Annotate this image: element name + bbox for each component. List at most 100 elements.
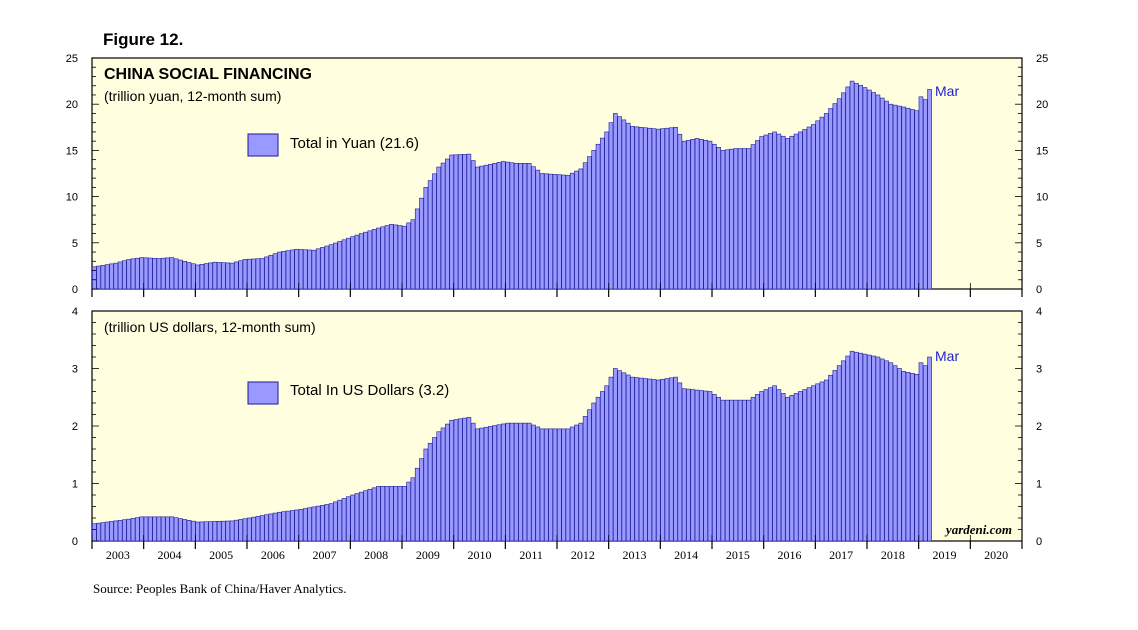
bar — [350, 236, 355, 290]
bar — [350, 494, 355, 542]
bar — [320, 247, 325, 290]
bar — [513, 163, 519, 290]
bar — [277, 511, 282, 542]
y-tick-label: 0 — [72, 536, 78, 548]
bar — [656, 128, 661, 290]
bar — [578, 168, 584, 290]
x-tick-label: 2014 — [674, 548, 698, 562]
bar — [311, 506, 317, 542]
bar — [548, 428, 554, 542]
bar — [488, 163, 493, 290]
bar — [643, 378, 648, 542]
bar — [203, 521, 209, 542]
y-tick-label: 3 — [1036, 364, 1042, 376]
bar — [259, 258, 265, 290]
bar — [922, 99, 928, 290]
bar — [892, 104, 898, 290]
y-tick-label: 15 — [1036, 145, 1048, 157]
bar — [496, 424, 502, 542]
bar — [806, 387, 812, 542]
bar — [776, 133, 782, 290]
bar — [819, 381, 825, 542]
bar — [897, 105, 902, 290]
bar — [212, 521, 218, 542]
bar — [561, 428, 566, 542]
bar — [234, 519, 239, 542]
bar — [544, 173, 549, 290]
bar — [130, 258, 136, 290]
bar — [324, 504, 330, 542]
bar — [505, 161, 510, 290]
bar — [888, 103, 894, 290]
bar — [686, 139, 691, 290]
bar — [759, 391, 764, 542]
bar — [849, 80, 855, 290]
bar — [922, 365, 928, 542]
bar — [668, 127, 674, 290]
bar — [96, 522, 101, 542]
bar — [440, 427, 446, 542]
bar — [479, 165, 485, 290]
bar — [569, 172, 575, 290]
bar — [216, 262, 222, 290]
bottom-bars — [92, 350, 932, 542]
bar — [789, 395, 795, 542]
bar — [302, 249, 308, 290]
bar — [414, 467, 420, 542]
bottom-annotation-mar: Mar — [935, 348, 959, 364]
bar — [346, 496, 351, 542]
bar — [139, 257, 144, 290]
bar — [225, 262, 231, 290]
bar — [457, 418, 463, 542]
bar — [333, 242, 338, 290]
bar — [724, 149, 730, 290]
bottom-chart-subtitle: (trillion US dollars, 12-month sum) — [104, 319, 316, 335]
bar — [432, 173, 437, 290]
bar — [617, 116, 622, 290]
bar — [733, 148, 739, 290]
bar — [449, 154, 454, 290]
bar — [272, 512, 278, 542]
bar — [509, 162, 515, 290]
bar — [776, 389, 782, 542]
bar — [337, 241, 343, 290]
bar — [828, 108, 833, 290]
bar — [130, 518, 136, 542]
bar — [729, 148, 734, 290]
bar — [811, 124, 816, 290]
bar — [798, 131, 803, 290]
bar — [535, 426, 541, 542]
bar — [225, 520, 231, 542]
bar — [281, 251, 287, 290]
bar — [160, 257, 166, 290]
bar — [436, 431, 442, 542]
bar — [199, 263, 205, 290]
bar — [767, 387, 773, 542]
bar — [673, 376, 678, 542]
bar — [634, 126, 640, 290]
bar — [871, 355, 876, 542]
bar — [888, 362, 894, 542]
bar — [875, 356, 881, 542]
bar — [927, 89, 932, 290]
bar — [660, 128, 665, 290]
bar — [328, 503, 334, 542]
bar — [247, 258, 252, 290]
bar — [565, 428, 571, 542]
bar — [927, 356, 932, 542]
bar — [427, 442, 433, 542]
bar — [414, 208, 420, 290]
bar — [772, 131, 777, 290]
bar — [526, 422, 532, 542]
bar — [819, 116, 825, 290]
y-tick-label: 4 — [1036, 306, 1042, 318]
bar — [509, 422, 515, 542]
bar — [397, 486, 403, 542]
bar — [337, 499, 343, 542]
bar — [905, 107, 911, 290]
bar — [600, 137, 605, 290]
bar — [423, 448, 429, 542]
bar — [544, 428, 549, 542]
bar — [711, 394, 717, 542]
bar — [165, 516, 170, 542]
